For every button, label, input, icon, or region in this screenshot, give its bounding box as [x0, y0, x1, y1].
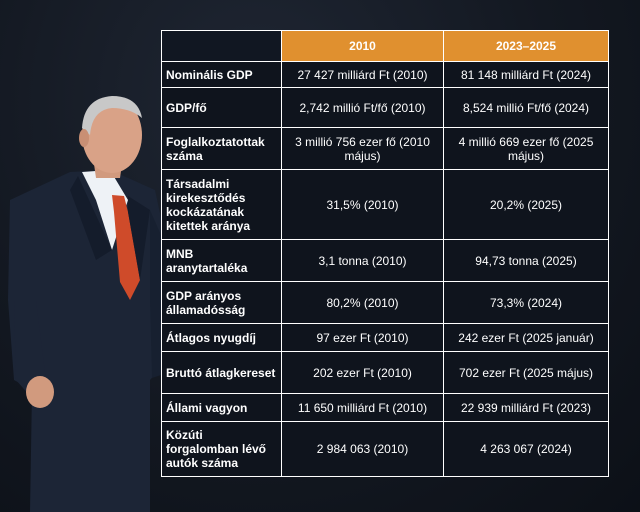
value-recent: 702 ezer Ft (2025 május): [443, 351, 609, 394]
value-2010: 2,742 millió Ft/fő (2010): [281, 87, 444, 128]
row-label: Nominális GDP: [161, 61, 282, 88]
table-row: MNB aranytartaléka 3,1 tonna (2010) 94,7…: [161, 239, 609, 282]
value-recent: 4 millió 669 ezer fő (2025 május): [443, 127, 609, 170]
value-2010: 27 427 milliárd Ft (2010): [281, 61, 444, 88]
row-label: GDP arányos államadósság: [161, 281, 282, 324]
table-row: Közúti forgalomban lévő autók száma 2 98…: [161, 421, 609, 477]
value-recent: 4 263 067 (2024): [443, 421, 609, 477]
header-blank-cell: [161, 30, 282, 62]
row-label: Közúti forgalomban lévő autók száma: [161, 421, 282, 477]
row-label: Állami vagyon: [161, 393, 282, 422]
table-row: GDP/fő 2,742 millió Ft/fő (2010) 8,524 m…: [161, 87, 609, 128]
row-label: Foglalkoztatottak száma: [161, 127, 282, 170]
table-row: Bruttó átlagkereset 202 ezer Ft (2010) 7…: [161, 351, 609, 394]
value-recent: 20,2% (2025): [443, 169, 609, 240]
value-2010: 202 ezer Ft (2010): [281, 351, 444, 394]
table-row: Átlagos nyugdíj 97 ezer Ft (2010) 242 ez…: [161, 323, 609, 352]
header-2010: 2010: [281, 30, 444, 62]
row-label: MNB aranytartaléka: [161, 239, 282, 282]
table-row: Állami vagyon 11 650 milliárd Ft (2010) …: [161, 393, 609, 422]
table-row: Foglalkoztatottak száma 3 millió 756 eze…: [161, 127, 609, 170]
value-recent: 73,3% (2024): [443, 281, 609, 324]
value-2010: 11 650 milliárd Ft (2010): [281, 393, 444, 422]
value-recent: 94,73 tonna (2025): [443, 239, 609, 282]
row-label: Átlagos nyugdíj: [161, 323, 282, 352]
value-recent: 81 148 milliárd Ft (2024): [443, 61, 609, 88]
value-2010: 80,2% (2010): [281, 281, 444, 324]
value-recent: 8,524 millió Ft/fő (2024): [443, 87, 609, 128]
row-label: Bruttó átlagkereset: [161, 351, 282, 394]
header-2023-2025: 2023–2025: [443, 30, 609, 62]
value-2010: 3 millió 756 ezer fő (2010 május): [281, 127, 444, 170]
value-2010: 3,1 tonna (2010): [281, 239, 444, 282]
value-2010: 31,5% (2010): [281, 169, 444, 240]
value-2010: 2 984 063 (2010): [281, 421, 444, 477]
table-header-row: 2010 2023–2025: [161, 30, 609, 62]
table-row: GDP arányos államadósság 80,2% (2010) 73…: [161, 281, 609, 324]
row-label: GDP/fő: [161, 87, 282, 128]
row-label: Társadalmi kirekesztődés kockázatának ki…: [161, 169, 282, 240]
table-row: Társadalmi kirekesztődés kockázatának ki…: [161, 169, 609, 240]
value-2010: 97 ezer Ft (2010): [281, 323, 444, 352]
comparison-table: 2010 2023–2025 Nominális GDP 27 427 mill…: [161, 30, 609, 477]
value-recent: 22 939 milliárd Ft (2023): [443, 393, 609, 422]
value-recent: 242 ezer Ft (2025 január): [443, 323, 609, 352]
table-row: Nominális GDP 27 427 milliárd Ft (2010) …: [161, 61, 609, 88]
